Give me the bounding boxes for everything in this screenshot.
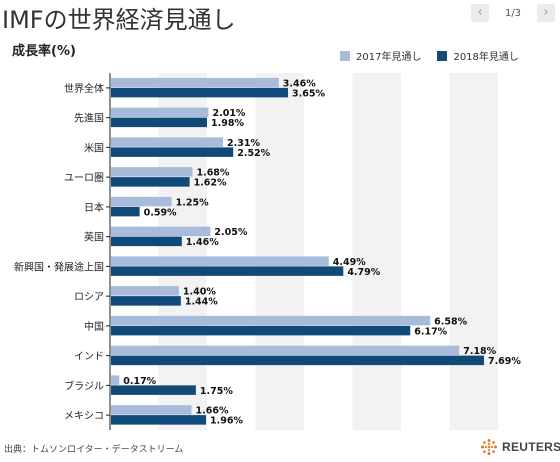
bar-2018 xyxy=(111,355,484,366)
category-label: ロシア xyxy=(74,292,104,303)
bar-2017 xyxy=(111,77,279,88)
category-label: 先進国 xyxy=(74,113,104,125)
data-label-2017: 0.17% xyxy=(123,376,156,387)
data-label-2018: 4.79% xyxy=(347,267,380,278)
bar-2018 xyxy=(111,296,181,306)
legend-label-2017: 2017年見通し xyxy=(356,52,422,63)
bar-2017 xyxy=(111,405,192,415)
bar-2018 xyxy=(111,206,140,217)
legend-swatch-2017 xyxy=(340,50,350,61)
data-label-2017: 4.49% xyxy=(333,257,366,268)
data-label-2017: 3.46% xyxy=(283,78,316,89)
legend-item-2018: 2018年見通し xyxy=(437,48,519,63)
bar-2018 xyxy=(111,415,207,425)
bar-2017 xyxy=(111,315,431,326)
data-label-2018: 1.96% xyxy=(210,416,243,427)
grid-band xyxy=(255,73,304,430)
data-label-2018: 1.98% xyxy=(211,118,244,129)
data-label-2018: 0.59% xyxy=(144,207,177,218)
bar-2018 xyxy=(111,117,208,128)
bar-2017 xyxy=(111,286,179,296)
data-label-2017: 1.66% xyxy=(196,406,229,417)
page-counter: 1/3 xyxy=(504,7,522,19)
data-label-2018: 1.44% xyxy=(185,297,218,308)
grid-band xyxy=(352,73,401,430)
data-label-2017: 2.05% xyxy=(214,227,247,238)
bar-2018 xyxy=(111,147,234,157)
reuters-logo: REUTERS xyxy=(480,438,560,456)
bar-2018 xyxy=(111,266,344,276)
category-label: メキシコ xyxy=(64,411,104,422)
page-title: IMFの世界経済見通し xyxy=(2,6,236,34)
data-label-2018: 1.46% xyxy=(186,237,219,248)
data-label-2018: 2.52% xyxy=(237,148,270,159)
legend-swatch-2018 xyxy=(437,50,448,61)
category-label: 米国 xyxy=(84,141,104,154)
data-label-2017: 6.58% xyxy=(434,316,467,327)
bar-2017 xyxy=(111,107,209,118)
brand-name: REUTERS xyxy=(502,440,560,454)
source-note: 出典：トムソンロイター・データストリーム xyxy=(4,445,184,455)
bar-2018 xyxy=(111,236,182,247)
bar-2017 xyxy=(111,167,193,177)
category-label: インド xyxy=(74,352,104,363)
bar-2017 xyxy=(111,226,211,237)
legend-item-2017: 2017年見通し xyxy=(340,48,421,63)
next-page-button[interactable]: › xyxy=(537,4,555,22)
legend-label-2018: 2018年見通し xyxy=(453,52,519,63)
y-axis-label: 成長率(%) xyxy=(12,44,76,59)
pager: ‹ 1/3 › xyxy=(471,4,555,22)
data-label-2017: 2.31% xyxy=(227,138,260,149)
bar-2017 xyxy=(111,196,172,207)
data-label-2018: 3.65% xyxy=(292,88,325,99)
bar-2018 xyxy=(111,177,190,187)
data-label-2017: 1.25% xyxy=(176,197,209,208)
bar-2017 xyxy=(111,137,224,147)
category-label: ブラジル xyxy=(64,379,104,392)
reuters-dots-icon xyxy=(481,439,497,455)
bar-2017 xyxy=(111,375,120,385)
category-label: ユーロ圏 xyxy=(64,172,104,184)
bar-2017 xyxy=(111,256,329,266)
category-label: 世界全体 xyxy=(64,82,104,95)
category-label: 日本 xyxy=(84,201,104,214)
category-label: 新興国・発展途上国 xyxy=(14,260,104,273)
category-label: 中国 xyxy=(84,320,104,333)
data-label-2018: 7.69% xyxy=(488,356,521,367)
data-label-2018: 1.62% xyxy=(194,178,227,189)
chart-legend: 2017年見通し 2018年見通し xyxy=(340,48,535,63)
data-label-2017: 1.40% xyxy=(183,287,216,298)
prev-page-button[interactable]: ‹ xyxy=(471,4,489,22)
data-label-2017: 7.18% xyxy=(463,346,496,357)
grid-band xyxy=(449,73,498,430)
bar-2017 xyxy=(111,345,460,356)
data-label-2017: 2.01% xyxy=(212,108,245,119)
data-label-2017: 1.68% xyxy=(196,168,229,179)
bar-2018 xyxy=(111,325,411,336)
grid-band xyxy=(158,73,207,430)
data-label-2018: 1.75% xyxy=(200,386,233,397)
category-label: 英国 xyxy=(84,231,104,244)
bar-2018 xyxy=(111,385,196,395)
bar-2018 xyxy=(111,87,289,98)
data-label-2018: 6.17% xyxy=(414,326,447,337)
